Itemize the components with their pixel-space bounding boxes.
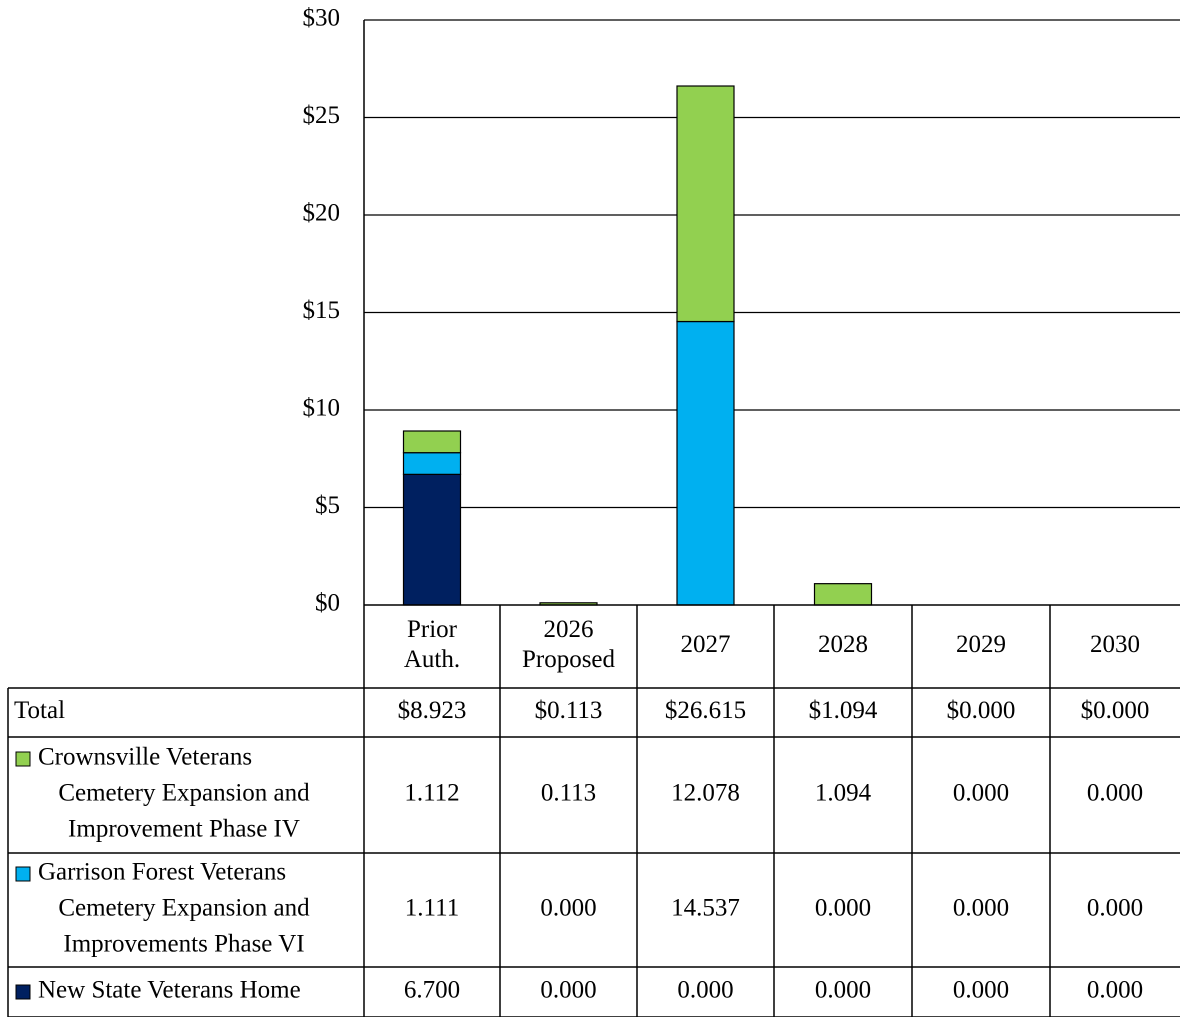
bar-segment	[402, 452, 462, 475]
total-value: $0.000	[947, 697, 1016, 724]
series-name: Improvements Phase VI	[63, 931, 304, 958]
y-tick-label: $20	[303, 200, 341, 227]
series-name: Cemetery Expansion and	[58, 895, 310, 922]
series-value: 0.113	[541, 780, 596, 807]
series-value: 0.000	[540, 895, 596, 922]
series-value: 0.000	[953, 780, 1009, 807]
series-value: 6.700	[404, 977, 460, 1004]
y-tick-labels: $0 $5 $10 $15 $20 $25 $30	[303, 5, 341, 617]
category-label: 2027	[681, 631, 731, 658]
series-name: Improvement Phase IV	[68, 816, 300, 843]
bar-segment	[402, 430, 462, 454]
series-value: 14.537	[671, 895, 740, 922]
category-label: 2026	[544, 616, 594, 643]
total-value: $0.000	[1081, 697, 1150, 724]
series-value: 0.000	[1087, 977, 1143, 1004]
legend-marker	[15, 751, 31, 767]
series-value: 0.000	[815, 895, 871, 922]
y-tick-label: $0	[315, 590, 340, 617]
gridlines	[364, 19, 1180, 509]
total-value: $26.615	[665, 697, 746, 724]
category-label: Auth.	[404, 646, 460, 673]
series-name: Crownsville Veterans	[38, 744, 252, 771]
total-value: $1.094	[809, 697, 878, 724]
bar-segment	[676, 85, 735, 323]
y-tick-label: $15	[303, 297, 341, 324]
series-value: 0.000	[953, 895, 1009, 922]
category-label: Proposed	[522, 646, 616, 673]
category-label: 2028	[818, 631, 868, 658]
series-value: 1.112	[404, 780, 459, 807]
series-name: Cemetery Expansion and	[58, 780, 310, 807]
series-value: 12.078	[671, 780, 740, 807]
bar-segment	[676, 320, 735, 606]
category-label: 2029	[956, 631, 1006, 658]
y-tick-label: $25	[303, 102, 341, 129]
series-value: 0.000	[1087, 780, 1143, 807]
bar-segment	[402, 473, 462, 606]
bars	[402, 85, 873, 606]
data-table: Prior Auth. 2026 Proposed 2027 2028 2029 2030 To…	[7, 604, 1180, 1017]
y-tick-label: $10	[303, 395, 341, 422]
series-value: 1.094	[815, 780, 872, 807]
series-value: 0.000	[953, 977, 1009, 1004]
series-value: 1.111	[405, 895, 459, 922]
category-label: Prior	[407, 616, 458, 643]
legend-marker	[15, 866, 31, 882]
series-value: 0.000	[1087, 895, 1143, 922]
series-value: 0.000	[815, 977, 871, 1004]
y-tick-label: $5	[315, 492, 340, 519]
bar-segment	[813, 583, 873, 606]
total-value: $8.923	[398, 697, 467, 724]
series-value: 0.000	[677, 977, 733, 1004]
category-label: 2030	[1090, 631, 1140, 658]
series-name: New State Veterans Home	[38, 977, 301, 1004]
series-name: Garrison Forest Veterans	[38, 859, 286, 886]
series-value: 0.000	[540, 977, 596, 1004]
total-row-label: Total	[14, 697, 65, 724]
y-tick-label: $30	[303, 5, 341, 32]
total-value: $0.113	[535, 697, 603, 724]
legend-marker	[15, 984, 31, 1000]
